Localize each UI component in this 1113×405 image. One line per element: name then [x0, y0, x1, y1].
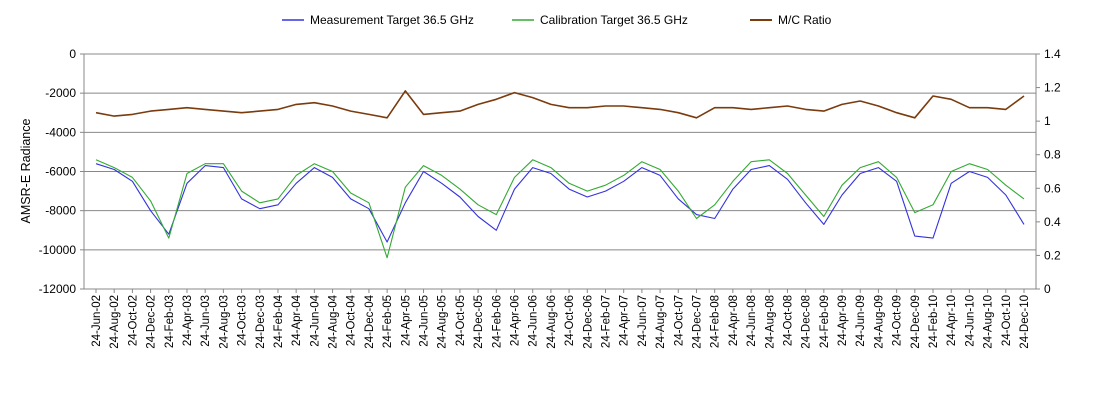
- x-tick-label-5: 24-Apr-03: [182, 295, 194, 346]
- x-tick-label-22: 24-Feb-06: [491, 295, 503, 348]
- x-tick-label-35: 24-Apr-08: [728, 295, 740, 346]
- x-tick-label-32: 24-Oct-07: [673, 295, 685, 346]
- y-tick-label-5: -10000: [39, 243, 77, 257]
- y2-axis-ticks: 0 0.2 0.4 0.6 0.8 1 1.2 1.4: [1036, 47, 1061, 296]
- x-tick-label-21: 24-Dec-05: [473, 295, 485, 349]
- x-tick-label-44: 24-Oct-09: [892, 295, 904, 346]
- y-tick-label-3: -6000: [45, 165, 76, 179]
- x-tick-label-13: 24-Aug-04: [328, 294, 340, 348]
- x-tick-label-17: 24-Apr-05: [400, 295, 412, 346]
- y2-tick-label-0: 0: [1044, 282, 1051, 296]
- x-tick-label-40: 24-Feb-09: [819, 295, 831, 348]
- x-tick-label-30: 24-Jun-07: [637, 295, 649, 347]
- x-tick-label-10: 24-Feb-04: [273, 294, 285, 348]
- x-tick-label-18: 24-Jun-05: [419, 295, 431, 347]
- x-tick-label-43: 24-Aug-09: [873, 295, 885, 349]
- x-tick-label-41: 24-Apr-09: [837, 295, 849, 346]
- y-tick-label-0: 0: [69, 47, 76, 61]
- x-tick-label-45: 24-Dec-09: [910, 295, 922, 349]
- x-tick-label-20: 24-Oct-05: [455, 295, 467, 346]
- x-tick-label-26: 24-Oct-06: [564, 295, 576, 346]
- x-tick-label-48: 24-Jun-10: [964, 295, 976, 347]
- x-tick-label-34: 24-Feb-08: [710, 295, 722, 348]
- y-tick-label-6: -12000: [39, 282, 77, 296]
- x-tick-label-29: 24-Apr-07: [619, 295, 631, 346]
- grid-lines: [84, 53, 1036, 290]
- legend-label-2: M/C Ratio: [778, 13, 832, 27]
- x-tick-label-23: 24-Apr-06: [510, 295, 522, 346]
- x-tick-label-47: 24-Apr-10: [946, 295, 958, 346]
- y2-tick-label-1: 0.2: [1044, 248, 1061, 262]
- x-tick-label-36: 24-Jun-08: [746, 295, 758, 347]
- x-tick-label-38: 24-Oct-08: [782, 295, 794, 346]
- y2-tick-label-3: 0.6: [1044, 181, 1061, 195]
- x-tick-label-24: 24-Jun-06: [528, 295, 540, 347]
- x-tick-label-14: 24-Oct-04: [346, 294, 358, 346]
- x-tick-label-49: 24-Aug-10: [983, 295, 995, 349]
- x-tick-label-31: 24-Aug-07: [655, 295, 667, 349]
- series-line-1: [95, 159, 1025, 259]
- x-tick-label-0: 24-Jun-02: [91, 295, 103, 347]
- y2-tick-label-6: 1.2: [1044, 81, 1061, 95]
- y-axis-title: AMSR-E Radiance: [19, 119, 33, 224]
- x-tick-label-4: 24-Feb-03: [164, 295, 176, 348]
- x-tick-label-3: 24-Dec-02: [146, 295, 158, 349]
- x-tick-label-15: 24-Dec-04: [364, 294, 376, 348]
- y2-tick-label-7: 1.4: [1044, 47, 1061, 61]
- x-tick-label-28: 24-Feb-07: [600, 295, 612, 348]
- y2-tick-label-4: 0.8: [1044, 148, 1061, 162]
- x-axis-ticks: 24-Jun-02 24-Aug-02 24-Oct-02 24-Dec-02 24-F…: [91, 289, 1031, 349]
- x-tick-label-2: 24-Oct-02: [127, 295, 139, 346]
- x-tick-label-27: 24-Dec-06: [582, 295, 594, 349]
- x-tick-label-46: 24-Feb-10: [928, 295, 940, 348]
- legend-label-0: Measurement Target 36.5 GHz: [310, 13, 474, 27]
- x-tick-label-9: 24-Dec-03: [255, 295, 267, 349]
- x-tick-label-12: 24-Jun-04: [309, 294, 321, 346]
- x-tick-label-25: 24-Aug-06: [546, 295, 558, 349]
- x-tick-label-19: 24-Aug-05: [437, 295, 449, 349]
- x-tick-label-42: 24-Jun-09: [855, 295, 867, 347]
- x-tick-label-50: 24-Oct-10: [1001, 295, 1013, 346]
- y-tick-label-4: -8000: [45, 204, 76, 218]
- x-tick-label-11: 24-Apr-04: [291, 294, 303, 346]
- series-line-2: [95, 90, 1025, 119]
- series-lines: [95, 90, 1025, 259]
- x-tick-label-1: 24-Aug-02: [109, 295, 121, 349]
- series-line-0: [95, 163, 1025, 243]
- x-tick-label-7: 24-Aug-03: [218, 295, 230, 349]
- y-tick-label-2: -4000: [45, 125, 76, 139]
- legend-label-1: Calibration Target 36.5 GHz: [540, 13, 688, 27]
- y2-tick-label-5: 1: [1044, 114, 1051, 128]
- x-tick-label-16: 24-Feb-05: [382, 295, 394, 348]
- y2-tick-label-2: 0.4: [1044, 215, 1061, 229]
- x-tick-label-39: 24-Dec-08: [801, 295, 813, 349]
- x-tick-label-37: 24-Aug-08: [764, 295, 776, 349]
- x-tick-label-6: 24-Jun-03: [200, 295, 212, 347]
- x-tick-label-51: 24-Dec-10: [1019, 295, 1031, 349]
- y-tick-label-1: -2000: [45, 86, 76, 100]
- x-tick-label-8: 24-Oct-03: [237, 295, 249, 346]
- legend: Measurement Target 36.5 GHz Calibration T…: [282, 13, 832, 27]
- y-axis-ticks: 0 -2000 -4000 -6000 -8000 -10000 -12000: [39, 47, 84, 296]
- x-tick-label-33: 24-Dec-07: [691, 295, 703, 349]
